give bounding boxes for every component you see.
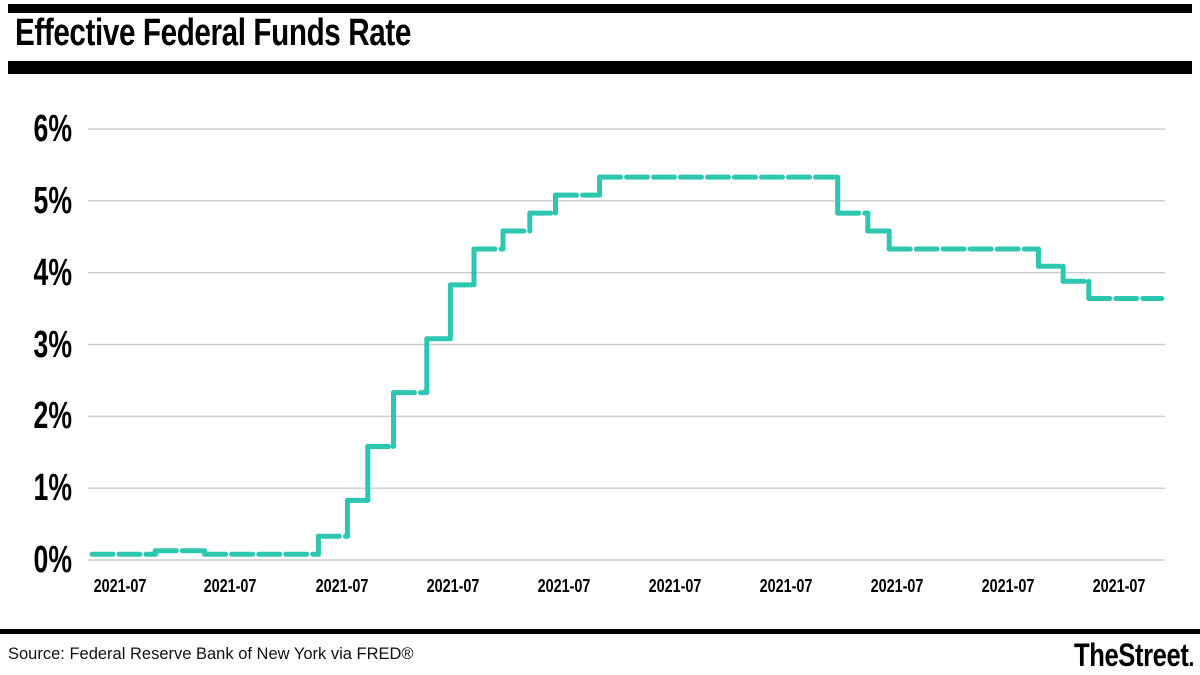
top-rule (8, 4, 1192, 13)
thestreet-logo-period: . (1188, 642, 1195, 672)
y-axis-label-0%: 0% (33, 539, 72, 581)
chart-area: 6% 5% 4% 3% 2% 1% 0% 2021-07 2021-07 2021-07 2021-… (0, 95, 1200, 596)
y-axis-label-5%: 5% (33, 179, 72, 222)
x-axis-label-0: 2021-07 (93, 576, 147, 596)
bottom-rule (0, 629, 1200, 634)
x-axis-label-7: 2021-07 (870, 576, 924, 596)
rate-step-line-vertical (152, 174, 1092, 557)
x-axis-label-1: 2021-07 (203, 576, 257, 596)
x-axis-label-9: 2021-07 (1092, 576, 1146, 596)
x-axis-label-5: 2021-07 (648, 576, 702, 596)
chart-canvas (88, 128, 1165, 561)
y-axis-label-6%: 6% (33, 108, 72, 151)
x-axis-label-2: 2021-07 (315, 576, 369, 596)
y-axis-label-4%: 4% (33, 251, 72, 294)
y-axis-label-2%: 2% (33, 395, 72, 438)
x-axis-label-3: 2021-07 (426, 576, 479, 596)
thestreet-logo-text: TheStreet (1074, 637, 1189, 673)
y-axis-label-1%: 1% (33, 467, 72, 510)
source-attribution: Source: Federal Reserve Bank of New York… (8, 645, 414, 663)
x-axis-label-4: 2021-07 (537, 576, 591, 596)
y-axis-label-3%: 3% (33, 323, 72, 366)
rate-step-line-horizontal (89, 174, 1165, 557)
title-underline-rule (8, 61, 1192, 74)
x-axis-label-6: 2021-07 (759, 576, 813, 596)
page-title: Effective Federal Funds Rate (15, 12, 411, 54)
thestreet-logo: TheStreet. (1074, 637, 1194, 674)
x-axis-label-8: 2021-07 (981, 576, 1035, 596)
